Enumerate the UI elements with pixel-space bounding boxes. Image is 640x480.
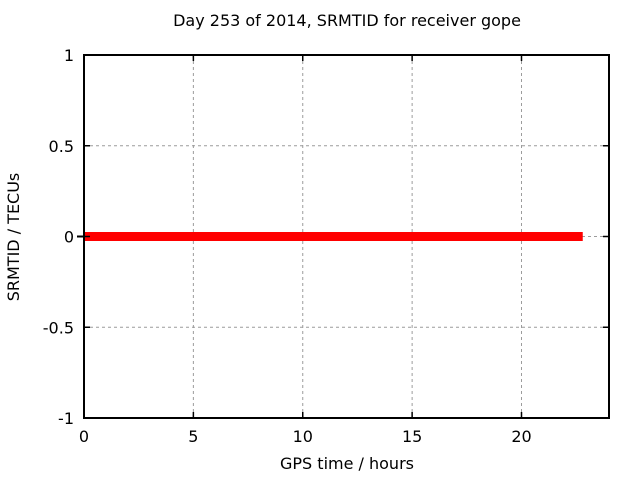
y-tick-label: -1 xyxy=(58,409,74,428)
y-tick-label: 0 xyxy=(64,228,74,247)
y-tick-label: -0.5 xyxy=(43,318,74,337)
y-tick-label: 1 xyxy=(64,46,74,65)
x-tick-label: 0 xyxy=(79,427,89,446)
x-axis-label: GPS time / hours xyxy=(280,454,414,473)
x-tick-label: 10 xyxy=(293,427,313,446)
x-tick-label: 15 xyxy=(402,427,422,446)
x-tick-label: 20 xyxy=(511,427,531,446)
y-tick-label: 0.5 xyxy=(49,137,74,156)
chart-title: Day 253 of 2014, SRMTID for receiver gop… xyxy=(173,11,521,30)
x-tick-label: 5 xyxy=(188,427,198,446)
